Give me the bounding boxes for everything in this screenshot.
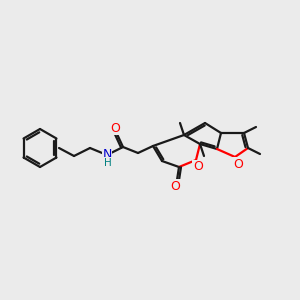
Text: O: O bbox=[110, 122, 120, 134]
Text: H: H bbox=[104, 158, 112, 168]
Text: N: N bbox=[102, 148, 112, 161]
Text: O: O bbox=[170, 179, 180, 193]
Text: O: O bbox=[233, 158, 243, 170]
Text: O: O bbox=[193, 160, 203, 173]
